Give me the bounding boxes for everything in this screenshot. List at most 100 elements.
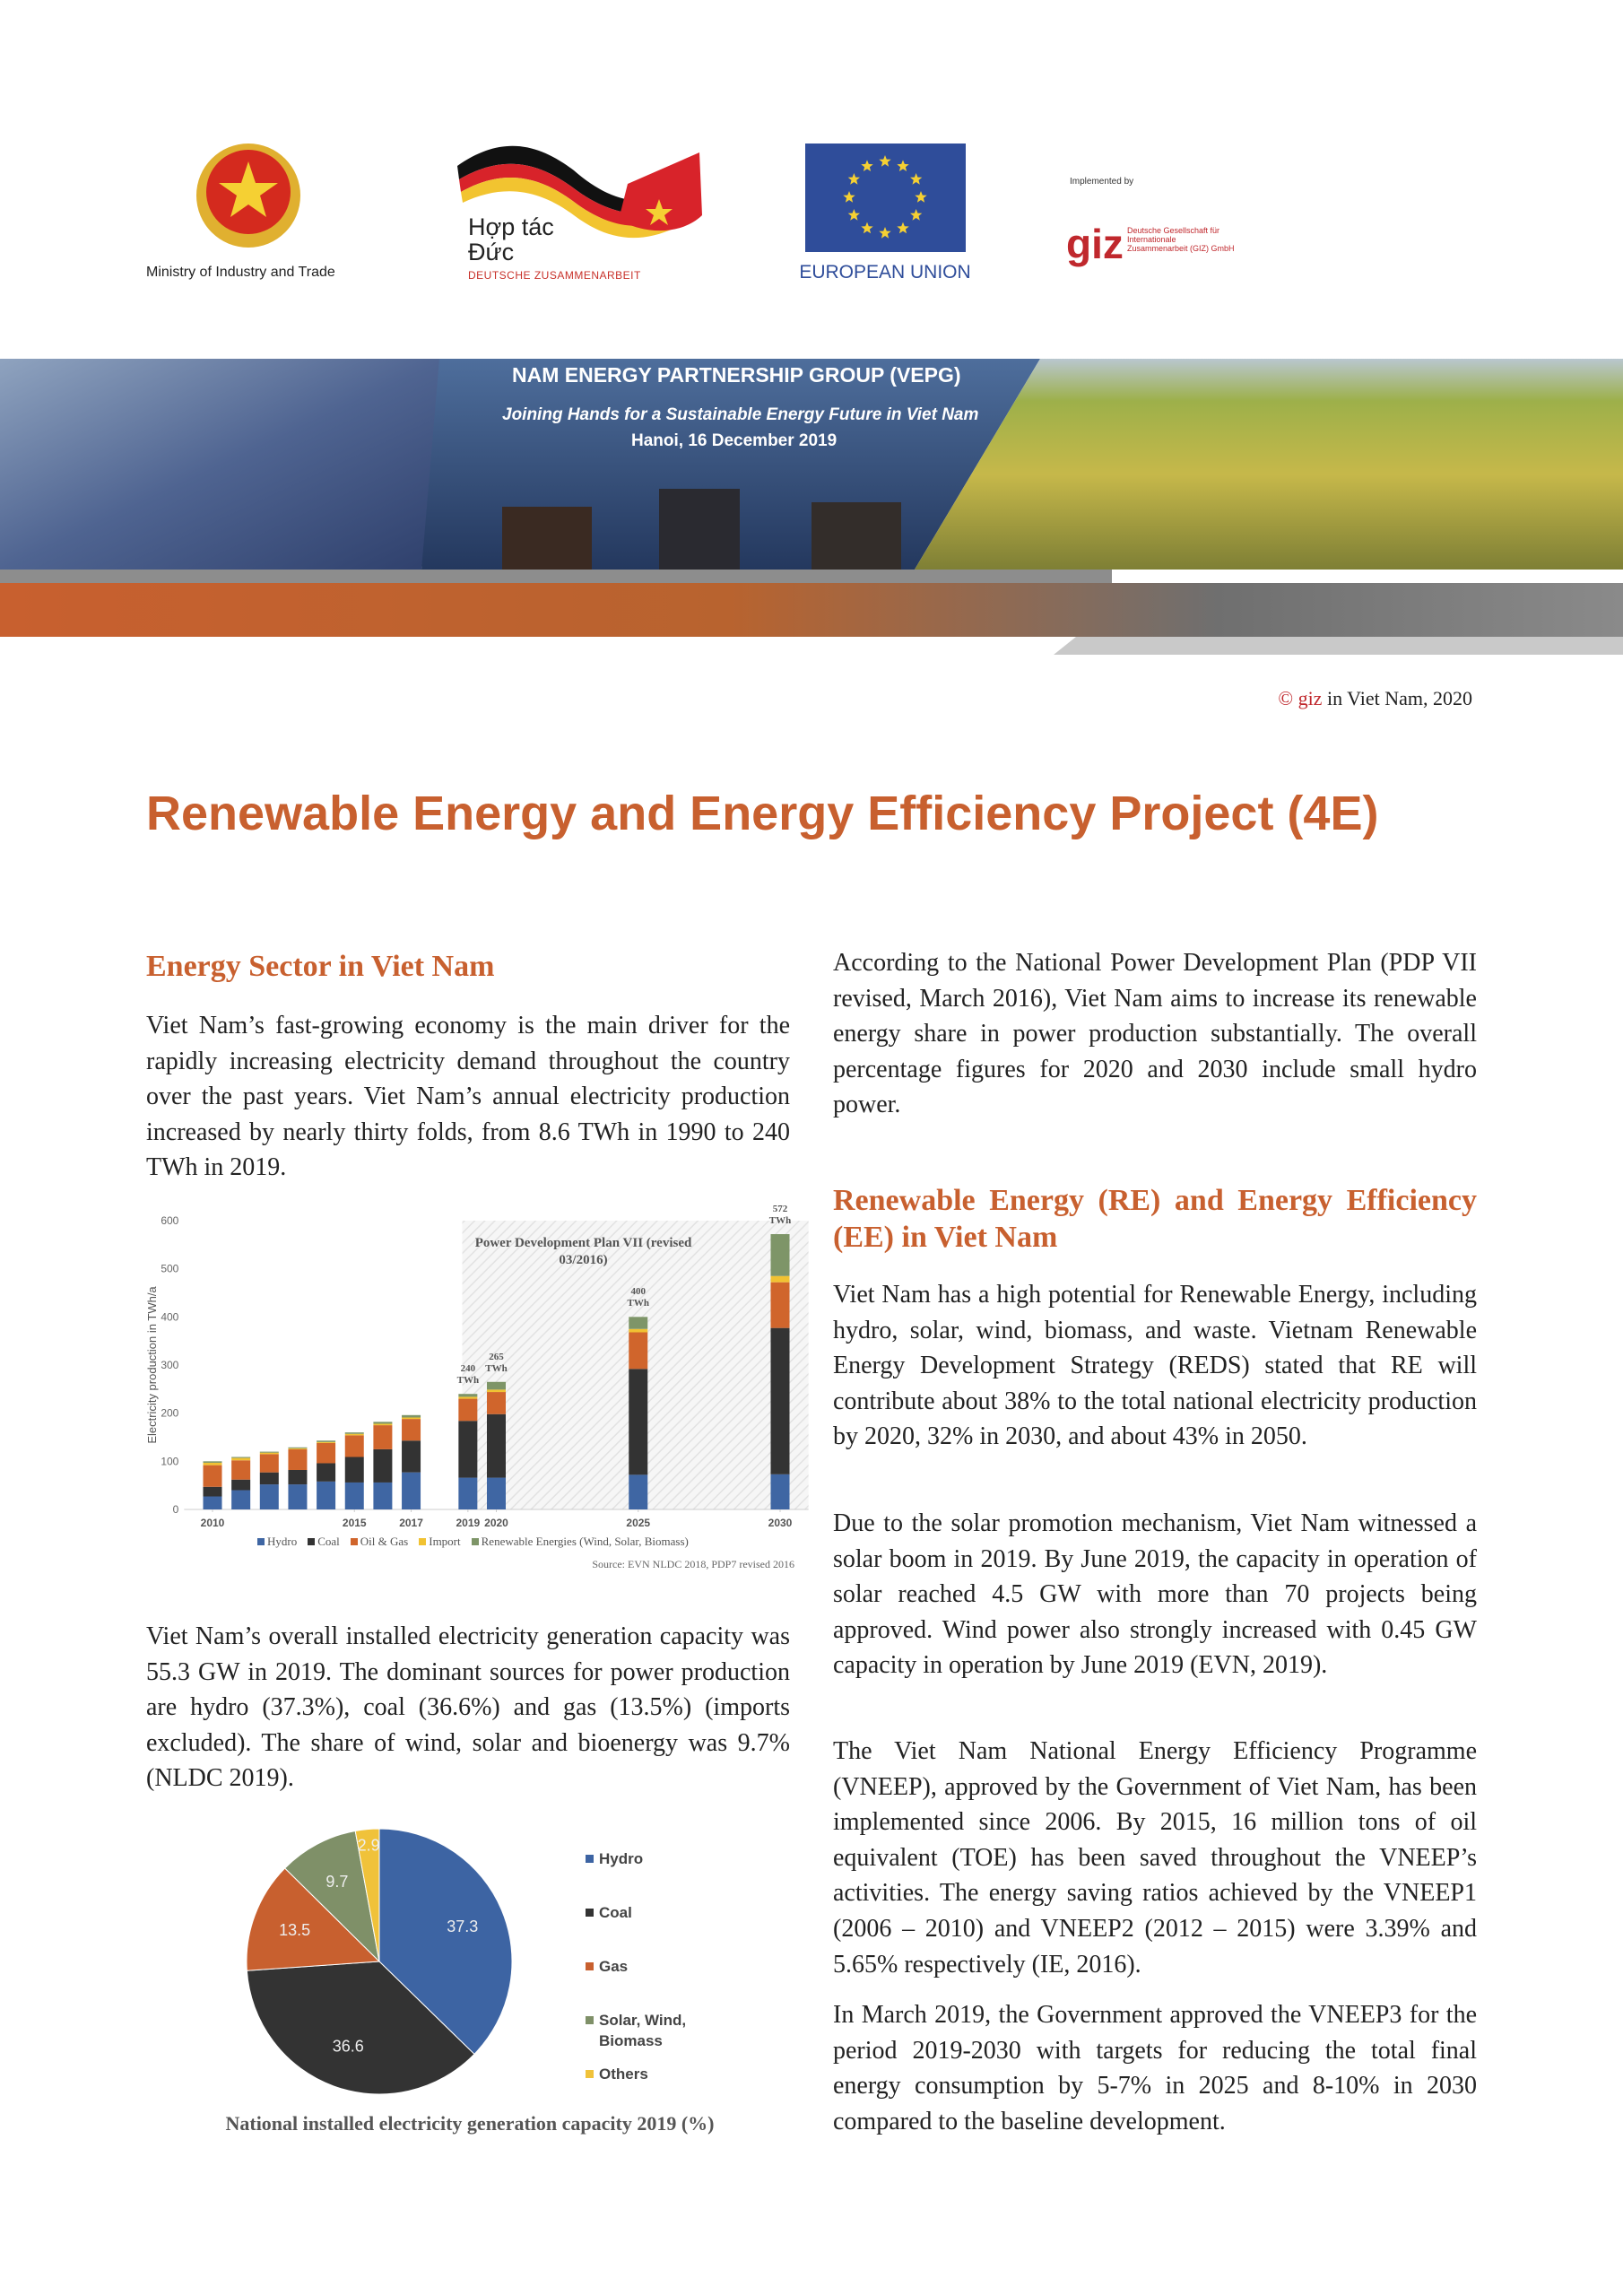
bar-segment [487,1477,506,1509]
eu-star [897,160,909,171]
bar-segment [231,1457,251,1461]
bar-segment [259,1454,279,1473]
bar-segment [288,1448,308,1470]
paragraph: According to the National Power Developm… [833,949,1477,1119]
bar-segment [231,1457,251,1458]
legend-swatch [586,1855,594,1863]
bar-segment [344,1433,364,1436]
x-tick-label: 2017 [399,1517,423,1529]
paragraph: Due to the solar promotion mechanism, Vi… [833,1509,1477,1680]
legend-swatch [586,1962,594,1970]
pie-value-label: 36.6 [333,2037,364,2055]
bar-segment [288,1448,308,1449]
y-tick-label: 100 [161,1455,178,1467]
bar-segment [317,1481,336,1509]
pie-value-label: 37.3 [447,1918,478,1935]
x-tick-label: 2020 [484,1517,508,1529]
y-tick-label: 200 [161,1407,178,1420]
bar-segment [373,1482,393,1509]
banner-photo-field [915,359,1623,570]
bar-segment [317,1463,336,1482]
bar-segment [259,1452,279,1455]
eu-star [879,227,891,239]
bar-segment [458,1477,478,1509]
bar-segment [288,1469,308,1485]
person-1 [502,507,592,570]
bar-segment [203,1486,222,1497]
vn-flag [619,152,702,231]
bar-segment [259,1451,279,1453]
bar-segment [402,1414,421,1418]
x-tick-label: 2019 [456,1517,480,1529]
bar-segment [231,1460,251,1480]
bar-segment [373,1425,393,1449]
eu-star [897,222,909,234]
right-heading: Renewable Energy (RE) and Energy Efficie… [833,1184,1477,1254]
copyright-brand: © giz [1278,687,1323,709]
banner-subtitle: Joining Hands for a Sustainable Energy F… [502,405,978,424]
implemented-by: Implemented by [1070,177,1133,187]
bar-segment [373,1422,393,1424]
bar-segment [344,1457,364,1483]
banner-stripe [0,583,1623,637]
pie-slice [283,1830,380,1963]
x-tick-label: 2015 [343,1517,367,1529]
eu-stars [843,155,927,239]
pie-slice [246,1961,475,2095]
swoosh-black [457,145,686,214]
person-3 [812,502,901,570]
page-title: Renewable Energy and Energy Efficiency P… [146,787,1379,840]
bar-segment [259,1484,279,1509]
bar-segment [402,1419,421,1441]
bar-segment [458,1398,478,1422]
bar-segment [487,1381,506,1390]
bar-segment [770,1282,790,1328]
cooperation-line3: DEUTSCHE ZUSAMMENARBEIT [468,269,641,282]
bar-segment [203,1462,222,1465]
pie-slice [378,1828,513,2056]
giz-logo: giz [1066,221,1124,267]
y-tick-label: 300 [161,1359,178,1371]
swoosh-gold [461,177,690,239]
paragraph: Viet Nam’s fast-growing economy is the m… [146,1012,790,1182]
bar-segment [629,1328,648,1333]
eu-star [861,222,873,234]
eu-star [861,160,873,171]
bar-segment [203,1496,222,1509]
bar-segment [487,1392,506,1414]
bar-segment [487,1389,506,1393]
pie-value-label: 13.5 [279,1921,310,1939]
bar-segment [203,1465,222,1487]
eu-star [915,191,927,203]
bar-segment [629,1317,648,1329]
eu-star [843,191,855,203]
copyright-text: in Viet Nam, 2020 [1326,687,1472,709]
x-tick-label: 2025 [626,1517,650,1529]
bar-segment [317,1442,336,1464]
bar-segment [770,1474,790,1509]
pie-slice [246,1867,381,1971]
bar-segment [203,1461,222,1463]
bar-segment [629,1369,648,1475]
y-tick-label: 0 [173,1503,179,1516]
bar-segment [344,1482,364,1509]
eu-star [847,173,860,185]
banner-event: Hanoi, 16 December 2019 [631,431,837,450]
bar-segment [629,1332,648,1370]
giz-full-name: Deutsche Gesellschaft für Internationale… [1127,226,1235,253]
x-tick-label: 2010 [201,1517,225,1529]
bar-segment [373,1423,393,1426]
bar-segment [402,1440,421,1473]
bar-segment [770,1234,790,1276]
cooperation-line2: Đức [468,239,514,265]
header-graphics: Ministry of Industry and Trade Hợp tác Đ… [0,144,1623,655]
paragraph: The Viet Nam National Energy Efficiency … [833,1737,1477,1979]
paragraph: Viet Nam has a high potential for Renewa… [833,1281,1477,1451]
person-2 [659,489,740,570]
pie-slice [354,1828,380,1962]
bar-segment [344,1432,364,1434]
eu-star [879,155,891,167]
y-tick-label: 600 [161,1214,178,1227]
